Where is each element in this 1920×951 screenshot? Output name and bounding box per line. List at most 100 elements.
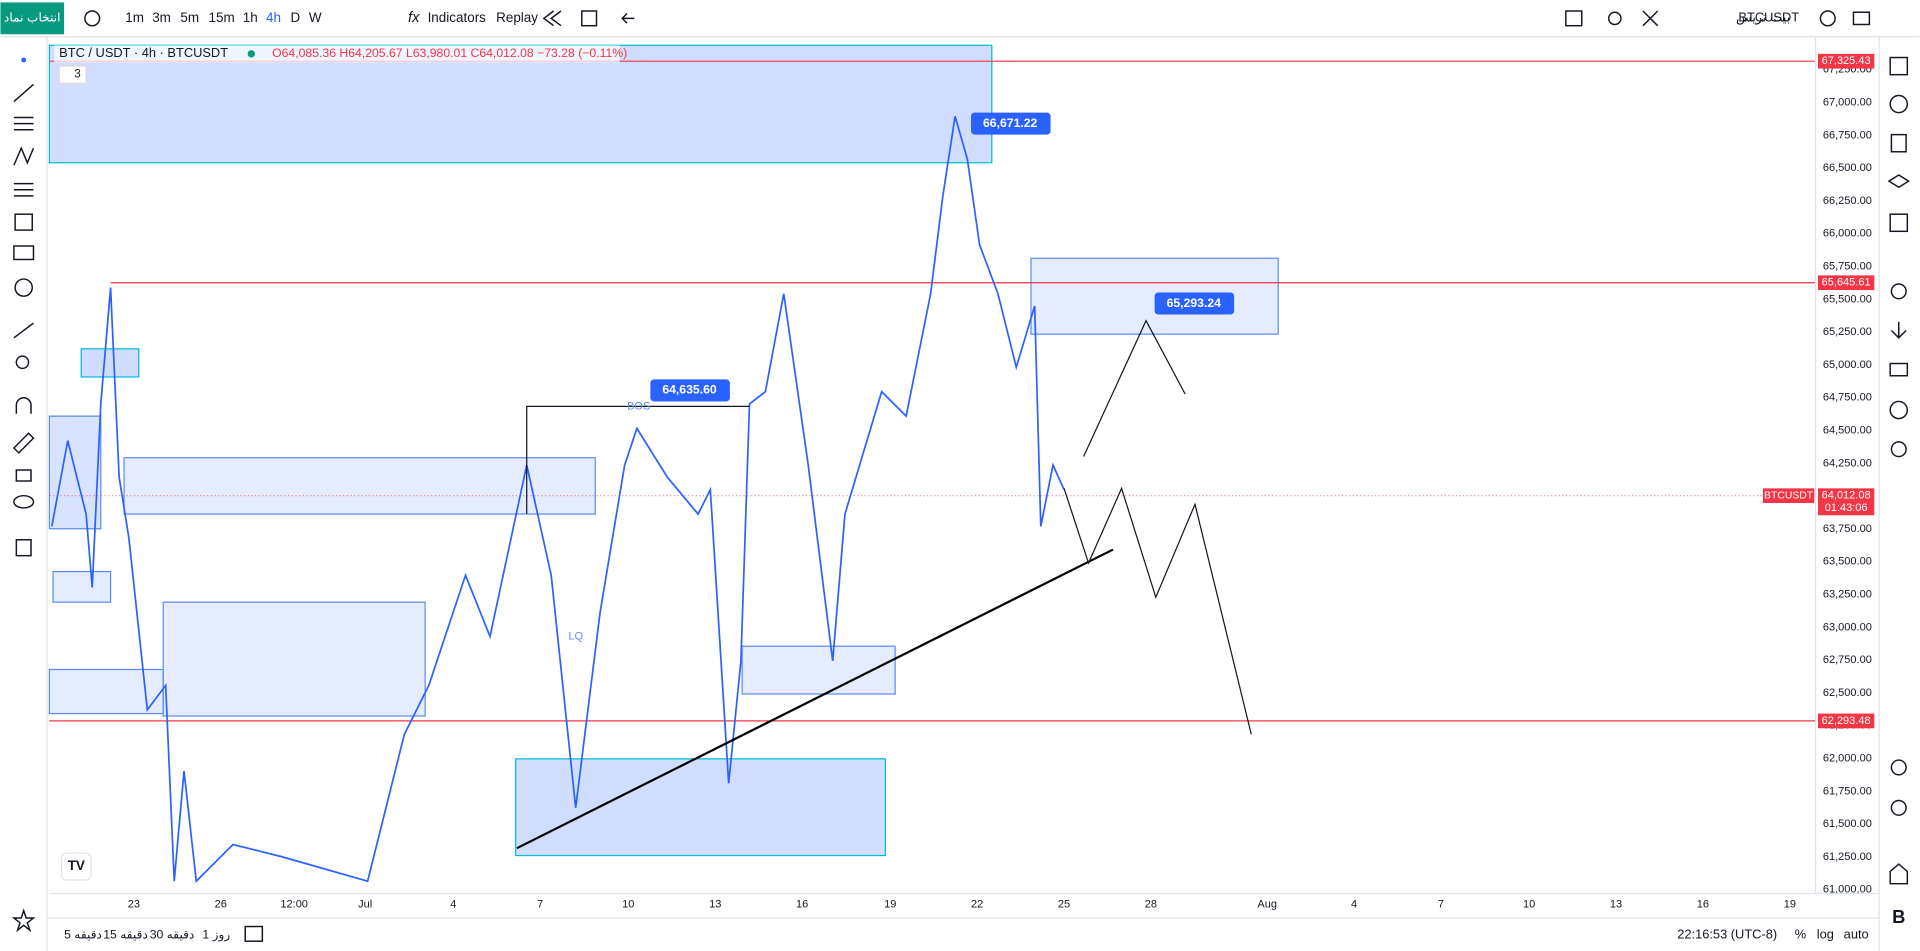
time-tick-label: 16 [796, 898, 808, 910]
timeframe-button[interactable]: 15m [209, 10, 235, 25]
download[interactable] [1890, 321, 1907, 339]
time-tick-label: 16 [1697, 898, 1709, 910]
price-tick-label: 64,750.00 [1823, 392, 1872, 404]
legend-bg [54, 45, 620, 63]
log-toggle[interactable]: log [1817, 926, 1834, 941]
time-tick-label: Jul [358, 898, 372, 910]
prediction-tool[interactable] [13, 182, 34, 197]
zone-box [48, 44, 993, 164]
auto-toggle[interactable]: auto [1844, 926, 1869, 941]
callout-text: 65,293.24 [1167, 296, 1222, 310]
level-tag [1817, 275, 1875, 291]
settings-icon[interactable] [1819, 10, 1836, 27]
layout-icon[interactable] [581, 10, 598, 27]
pattern-tool[interactable] [13, 146, 35, 166]
alerts[interactable] [1889, 94, 1909, 114]
favorites[interactable] [11, 908, 36, 933]
price-tick-label: 67,250.00 [1823, 64, 1872, 76]
legend-ohlc: O64,085.36 H64,205.67 L63,980.01 C64,012… [272, 46, 627, 60]
annotation: BOS [627, 400, 650, 412]
chat[interactable] [1890, 759, 1907, 776]
price-axis: 67,250.00 67,000.00 66,750.00 66,500.00 66,2… [1823, 64, 1872, 896]
price-tick-label: 65,500.00 [1823, 293, 1872, 305]
time-tick-label: 22 [971, 898, 983, 910]
time-tick-label: 23 [128, 898, 140, 910]
time-axis: 23 26 12:00 Jul 4 7 10 13 16 19 22 25 28 Aug 4 7 10 13 16 1… [128, 898, 1796, 910]
indicators-button[interactable]: Indicators [428, 10, 487, 25]
lock-tool[interactable] [15, 469, 32, 482]
range-button[interactable]: 1 روز [202, 927, 230, 941]
settings[interactable] [1890, 283, 1907, 300]
profile[interactable] [1889, 400, 1909, 420]
price-tick-label: 62,000.00 [1823, 753, 1872, 765]
indicator-toggle[interactable] [58, 65, 87, 84]
callout [650, 379, 730, 402]
replay-button[interactable]: Replay [496, 10, 538, 25]
range-button[interactable]: 15 دقیقه [103, 927, 148, 941]
level-label: 67,325.43 [1822, 55, 1871, 67]
trash-tool[interactable] [15, 539, 32, 557]
time-tick-label: 12:00 [280, 898, 308, 910]
trend-line [516, 548, 1114, 850]
icon-tool[interactable] [14, 278, 33, 297]
zoom-tool[interactable] [15, 355, 30, 370]
home[interactable] [1889, 863, 1909, 885]
timeframe-button[interactable]: 1h [243, 10, 258, 25]
shape-tool[interactable] [14, 213, 33, 231]
time-tick-label: 28 [1145, 898, 1157, 910]
symbol-button[interactable] [0, 2, 65, 35]
timeframe-button[interactable]: W [309, 10, 322, 25]
watchlist[interactable] [1889, 56, 1909, 76]
price-tick-label: 63,750.00 [1823, 523, 1872, 535]
logo-mark: TV [68, 858, 85, 873]
range-button[interactable]: 5 دقیقه [64, 927, 102, 941]
expand-icon[interactable] [1642, 10, 1659, 27]
timeframe-button[interactable]: D [291, 10, 301, 25]
line-tool[interactable] [13, 83, 34, 103]
timeframe-button[interactable]: 1m [125, 10, 144, 25]
zone-box [162, 601, 426, 717]
symbol-tag-text: BTCUSDT [1764, 490, 1814, 501]
camera-icon[interactable] [1852, 11, 1871, 26]
price-tick-label: 63,000.00 [1823, 621, 1872, 633]
timeframe-button[interactable]: 5m [180, 10, 199, 25]
hide-tool[interactable] [13, 494, 35, 509]
timeframe-button[interactable]: 3m [152, 10, 171, 25]
support[interactable] [1890, 799, 1907, 816]
magnet-tool[interactable] [15, 397, 32, 414]
time-tick-label: 10 [1523, 898, 1535, 910]
timeframe-button[interactable]: 4h [266, 10, 281, 25]
time-tick-label: 19 [1784, 898, 1796, 910]
annotation: LQ [568, 630, 583, 642]
projection [1083, 319, 1186, 457]
layers[interactable] [1887, 174, 1910, 189]
measure-tool[interactable] [13, 322, 34, 339]
undo-icon[interactable] [621, 12, 635, 24]
add-icon[interactable] [84, 10, 101, 27]
card[interactable] [1889, 362, 1909, 377]
status-dot [247, 50, 256, 58]
callout-text: 66,671.22 [983, 116, 1038, 130]
range-button[interactable]: 30 دقیقه [150, 927, 195, 941]
price-tick-label: 66,250.00 [1823, 195, 1872, 207]
news[interactable] [1889, 213, 1909, 233]
data-window[interactable] [1890, 133, 1907, 153]
price-tick-label: 61,250.00 [1823, 851, 1872, 863]
price-tick-label: 66,000.00 [1823, 228, 1872, 240]
zoom-icon[interactable] [1607, 11, 1622, 26]
date-range-icon[interactable] [244, 925, 264, 942]
price-path [50, 116, 1065, 884]
time-tick-label: 4 [1351, 898, 1357, 910]
fullscreen-icon[interactable] [1565, 10, 1583, 27]
share[interactable] [1890, 441, 1907, 458]
draw-lock[interactable] [12, 432, 35, 454]
callout [971, 112, 1051, 135]
cursor-tool[interactable] [21, 57, 27, 63]
zone-box [52, 570, 112, 603]
text-tool[interactable] [13, 245, 35, 261]
fib-tool[interactable] [13, 116, 34, 131]
percent-toggle[interactable]: % [1795, 926, 1806, 941]
logo [61, 852, 92, 881]
price-tick-label: 61,000.00 [1823, 884, 1872, 896]
